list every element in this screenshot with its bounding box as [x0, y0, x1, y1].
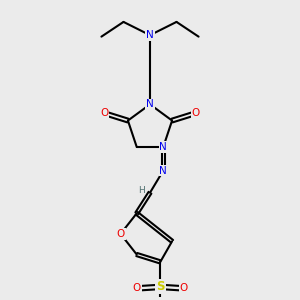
Text: O: O	[180, 284, 188, 293]
Text: O: O	[100, 108, 109, 118]
Text: S: S	[156, 280, 165, 293]
Text: O: O	[116, 229, 125, 239]
Text: N: N	[146, 30, 154, 40]
Text: N: N	[146, 99, 154, 110]
Text: O: O	[133, 284, 141, 293]
Text: N: N	[159, 166, 167, 176]
Text: O: O	[191, 108, 200, 118]
Text: N: N	[159, 142, 167, 152]
Text: H: H	[138, 186, 145, 195]
